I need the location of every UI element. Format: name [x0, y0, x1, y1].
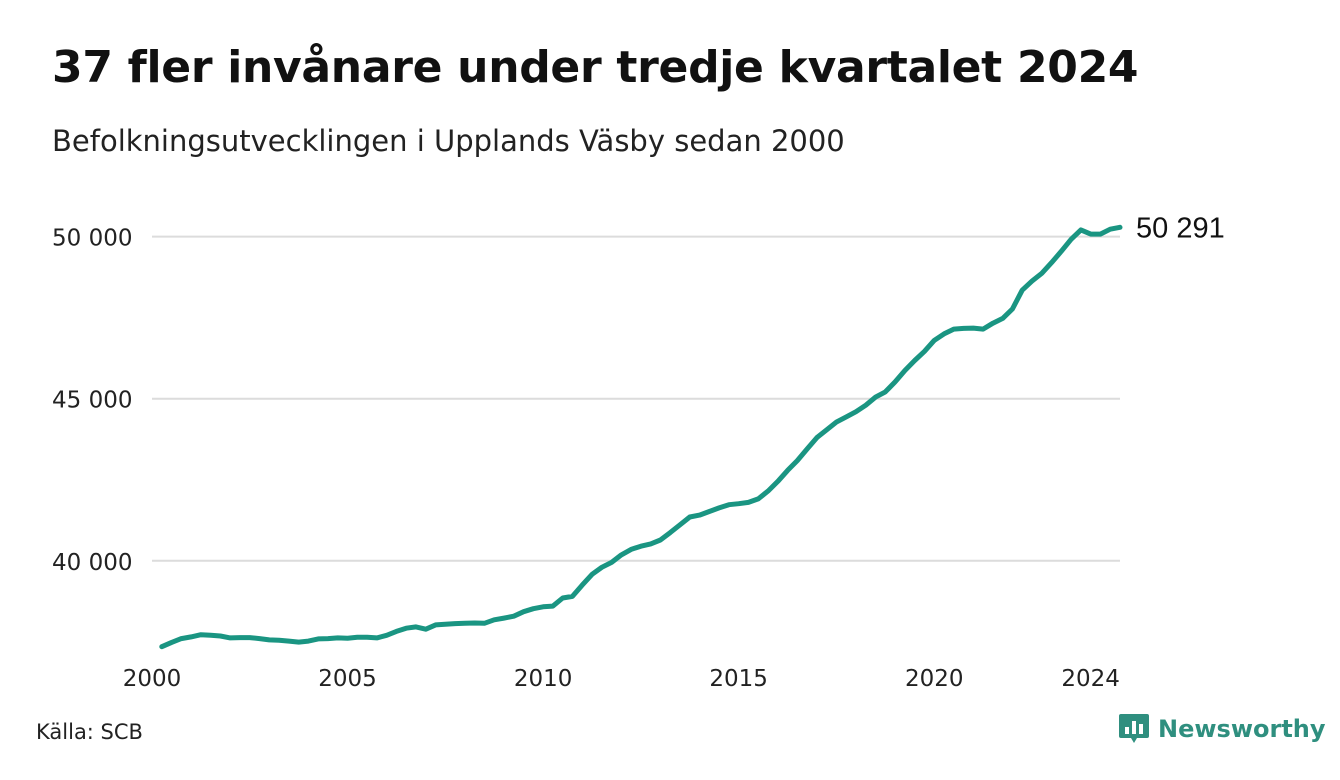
- label-layer: 40 000 45 000 50 000 2000 2005 2010 2015 2020 20…: [52, 212, 1225, 692]
- source-note: Källa: SCB: [36, 720, 143, 744]
- brand-logo: Newsworthy: [1118, 712, 1326, 746]
- chart-title: 37 fler invånare under tredje kvartalet …: [52, 42, 1139, 93]
- brand-name: Newsworthy: [1158, 715, 1326, 743]
- y-tick-label: 50 000: [52, 226, 132, 252]
- x-tick-label: 2015: [709, 666, 768, 692]
- line-layer: [159, 224, 1123, 650]
- chart-subtitle: Befolkningsutvecklingen i Upplands Väsby…: [52, 124, 845, 158]
- y-tick-label: 45 000: [52, 388, 132, 414]
- x-tick-label: 2000: [123, 666, 182, 692]
- x-tick-label: 2024: [1061, 666, 1120, 692]
- grid-layer: [152, 235, 1120, 562]
- x-tick-label: 2020: [905, 666, 964, 692]
- newsworthy-logo-icon: [1119, 714, 1149, 743]
- series-line: [159, 224, 1123, 650]
- x-tick-label: 2005: [318, 666, 377, 692]
- end-value-label: 50 291: [1136, 212, 1225, 244]
- x-tick-label: 2010: [514, 666, 573, 692]
- y-tick-label: 40 000: [52, 550, 132, 576]
